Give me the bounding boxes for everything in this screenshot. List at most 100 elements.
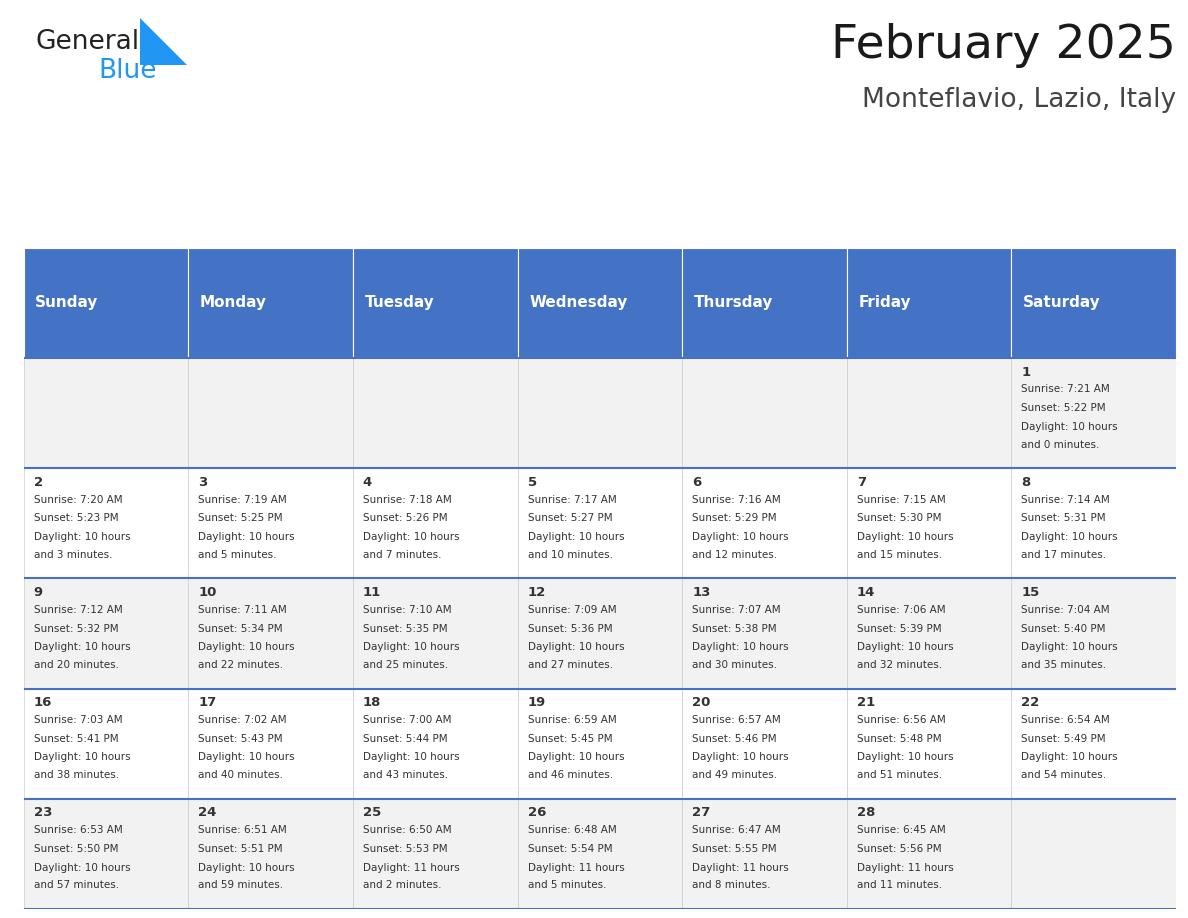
Text: Sunrise: 7:17 AM: Sunrise: 7:17 AM [527, 495, 617, 505]
Text: Daylight: 10 hours: Daylight: 10 hours [198, 643, 295, 652]
Bar [518, 358, 682, 468]
Text: Sunset: 5:31 PM: Sunset: 5:31 PM [1022, 513, 1106, 523]
Text: 21: 21 [857, 696, 876, 710]
Text: and 35 minutes.: and 35 minutes. [1022, 660, 1106, 670]
Bar [682, 688, 847, 799]
Text: Sunrise: 7:14 AM: Sunrise: 7:14 AM [1022, 495, 1110, 505]
Text: Daylight: 10 hours: Daylight: 10 hours [362, 643, 460, 652]
Bar [353, 688, 518, 799]
Text: 13: 13 [693, 586, 710, 599]
Text: 2: 2 [33, 476, 43, 489]
Text: Sunrise: 7:00 AM: Sunrise: 7:00 AM [362, 715, 451, 725]
Text: Sunrise: 6:50 AM: Sunrise: 6:50 AM [362, 825, 451, 835]
Bar [682, 358, 847, 468]
Bar [847, 578, 1011, 688]
Text: and 57 minutes.: and 57 minutes. [33, 880, 119, 890]
Text: Daylight: 11 hours: Daylight: 11 hours [527, 863, 624, 872]
Text: and 2 minutes.: and 2 minutes. [362, 880, 442, 890]
Text: Sunrise: 6:57 AM: Sunrise: 6:57 AM [693, 715, 781, 725]
Text: Sunrise: 7:19 AM: Sunrise: 7:19 AM [198, 495, 287, 505]
Text: Daylight: 10 hours: Daylight: 10 hours [1022, 753, 1118, 762]
Text: 10: 10 [198, 586, 216, 599]
Text: and 17 minutes.: and 17 minutes. [1022, 550, 1106, 560]
Text: Friday: Friday [859, 296, 911, 310]
Text: Sunset: 5:32 PM: Sunset: 5:32 PM [33, 623, 119, 633]
Text: 9: 9 [33, 586, 43, 599]
Text: and 5 minutes.: and 5 minutes. [527, 880, 606, 890]
Text: Sunset: 5:50 PM: Sunset: 5:50 PM [33, 844, 118, 854]
Text: Daylight: 10 hours: Daylight: 10 hours [693, 643, 789, 652]
Text: Daylight: 10 hours: Daylight: 10 hours [362, 753, 460, 762]
Bar [24, 799, 189, 909]
Text: and 51 minutes.: and 51 minutes. [857, 770, 942, 780]
Bar [518, 799, 682, 909]
Text: Daylight: 10 hours: Daylight: 10 hours [527, 753, 624, 762]
Text: Daylight: 10 hours: Daylight: 10 hours [198, 532, 295, 542]
Text: Sunset: 5:38 PM: Sunset: 5:38 PM [693, 623, 777, 633]
Bar [24, 688, 189, 799]
Text: Sunday: Sunday [36, 296, 99, 310]
Text: 19: 19 [527, 696, 545, 710]
Text: 14: 14 [857, 586, 876, 599]
Text: and 30 minutes.: and 30 minutes. [693, 660, 777, 670]
Text: Sunset: 5:51 PM: Sunset: 5:51 PM [198, 844, 283, 854]
Text: 1: 1 [1022, 365, 1030, 379]
Text: Daylight: 10 hours: Daylight: 10 hours [1022, 643, 1118, 652]
Text: and 25 minutes.: and 25 minutes. [362, 660, 448, 670]
Text: 27: 27 [693, 806, 710, 820]
Text: 12: 12 [527, 586, 545, 599]
Text: Sunrise: 7:09 AM: Sunrise: 7:09 AM [527, 605, 617, 615]
Bar [24, 468, 189, 578]
Text: Sunrise: 7:21 AM: Sunrise: 7:21 AM [1022, 385, 1110, 395]
Text: and 49 minutes.: and 49 minutes. [693, 770, 777, 780]
Text: and 0 minutes.: and 0 minutes. [1022, 440, 1100, 450]
Bar [353, 578, 518, 688]
Text: Daylight: 10 hours: Daylight: 10 hours [857, 532, 954, 542]
Bar [682, 468, 847, 578]
Text: Sunset: 5:44 PM: Sunset: 5:44 PM [362, 733, 448, 744]
Text: and 20 minutes.: and 20 minutes. [33, 660, 119, 670]
Text: Sunset: 5:49 PM: Sunset: 5:49 PM [1022, 733, 1106, 744]
Text: Sunset: 5:41 PM: Sunset: 5:41 PM [33, 733, 119, 744]
Text: Sunset: 5:30 PM: Sunset: 5:30 PM [857, 513, 941, 523]
Text: 18: 18 [362, 696, 381, 710]
Text: and 15 minutes.: and 15 minutes. [857, 550, 942, 560]
Text: 25: 25 [362, 806, 381, 820]
Text: and 12 minutes.: and 12 minutes. [693, 550, 777, 560]
Text: 22: 22 [1022, 696, 1040, 710]
Bar [189, 578, 353, 688]
Text: and 27 minutes.: and 27 minutes. [527, 660, 613, 670]
Text: Daylight: 11 hours: Daylight: 11 hours [693, 863, 789, 872]
Text: and 54 minutes.: and 54 minutes. [1022, 770, 1106, 780]
Text: Sunrise: 7:03 AM: Sunrise: 7:03 AM [33, 715, 122, 725]
Polygon shape [140, 18, 188, 65]
Text: Daylight: 11 hours: Daylight: 11 hours [362, 863, 460, 872]
Bar [682, 578, 847, 688]
Text: Sunrise: 7:07 AM: Sunrise: 7:07 AM [693, 605, 781, 615]
Text: Sunset: 5:53 PM: Sunset: 5:53 PM [362, 844, 448, 854]
Text: 6: 6 [693, 476, 701, 489]
Bar [189, 688, 353, 799]
Text: Sunrise: 6:54 AM: Sunrise: 6:54 AM [1022, 715, 1110, 725]
Bar [189, 358, 353, 468]
Text: Sunset: 5:22 PM: Sunset: 5:22 PM [1022, 403, 1106, 413]
Text: Daylight: 10 hours: Daylight: 10 hours [857, 643, 954, 652]
Bar [24, 358, 189, 468]
Text: General: General [36, 29, 140, 55]
Text: 26: 26 [527, 806, 545, 820]
Text: 23: 23 [33, 806, 52, 820]
Text: and 59 minutes.: and 59 minutes. [198, 880, 284, 890]
Text: Daylight: 10 hours: Daylight: 10 hours [527, 643, 624, 652]
Text: Sunset: 5:55 PM: Sunset: 5:55 PM [693, 844, 777, 854]
Text: Sunset: 5:46 PM: Sunset: 5:46 PM [693, 733, 777, 744]
Text: Daylight: 10 hours: Daylight: 10 hours [33, 753, 131, 762]
Text: Daylight: 10 hours: Daylight: 10 hours [857, 753, 954, 762]
Text: 15: 15 [1022, 586, 1040, 599]
Text: Daylight: 10 hours: Daylight: 10 hours [693, 753, 789, 762]
Text: Sunset: 5:45 PM: Sunset: 5:45 PM [527, 733, 612, 744]
Text: 7: 7 [857, 476, 866, 489]
Text: Sunrise: 6:59 AM: Sunrise: 6:59 AM [527, 715, 617, 725]
Text: Blue: Blue [97, 59, 157, 84]
Bar [353, 358, 518, 468]
Text: Sunrise: 7:11 AM: Sunrise: 7:11 AM [198, 605, 287, 615]
